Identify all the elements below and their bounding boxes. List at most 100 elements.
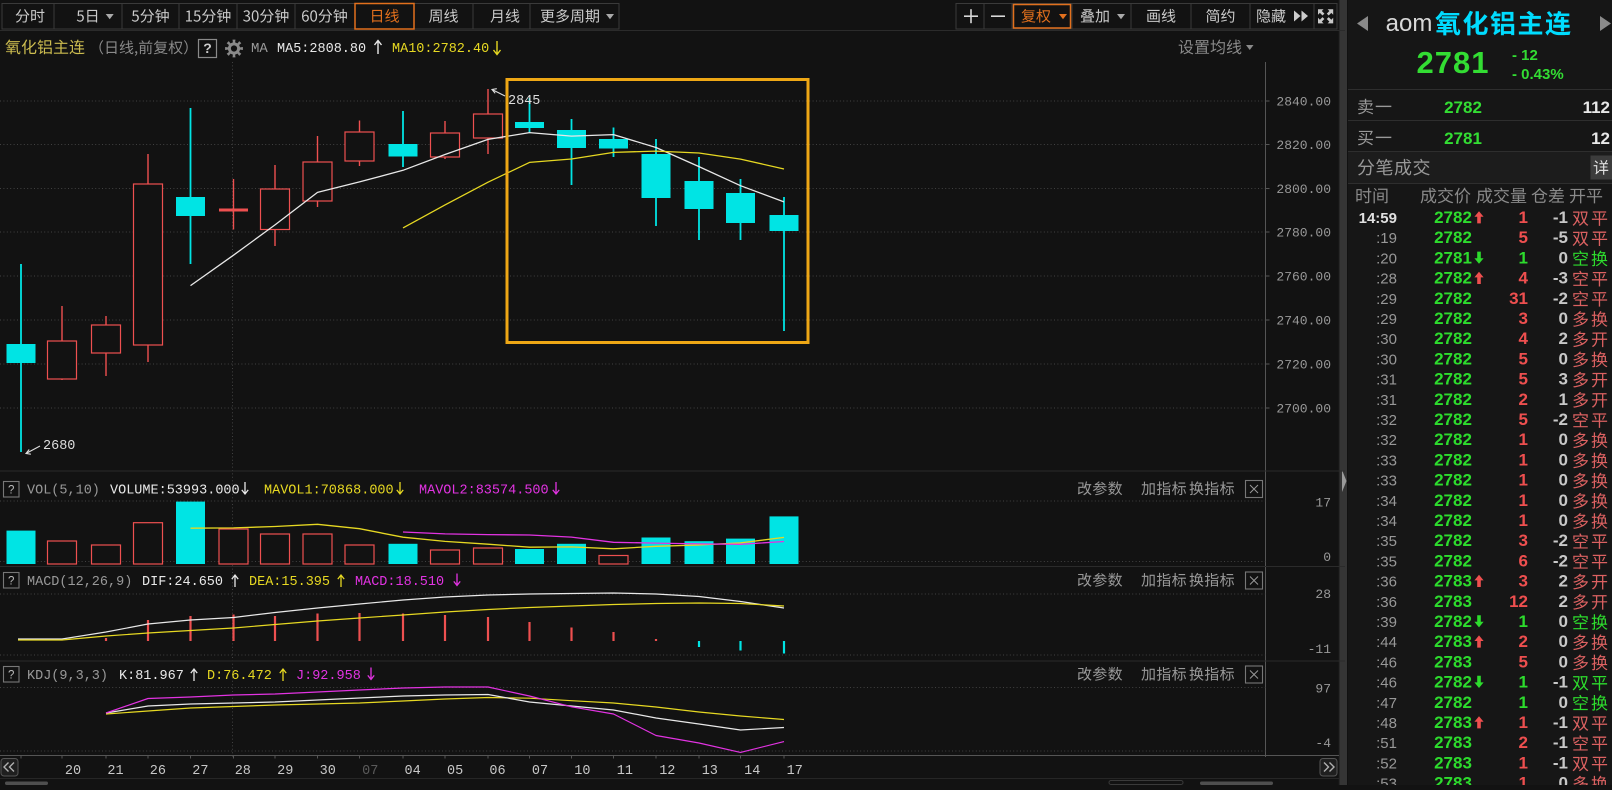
svg-text:10: 10 xyxy=(574,764,590,779)
svg-text:0: 0 xyxy=(1559,309,1568,328)
svg-text:04: 04 xyxy=(404,764,420,779)
svg-text:20: 20 xyxy=(65,764,81,779)
svg-text::33: :33 xyxy=(1376,473,1397,490)
svg-text:4: 4 xyxy=(1519,329,1529,348)
svg-text:17: 17 xyxy=(787,764,803,779)
svg-text:5: 5 xyxy=(1519,652,1528,671)
svg-text:5: 5 xyxy=(1519,228,1528,247)
svg-text:2780.00: 2780.00 xyxy=(1276,226,1331,241)
svg-text:D:76.472: D:76.472 xyxy=(207,669,272,684)
svg-text:2680: 2680 xyxy=(43,439,75,454)
svg-text:2781: 2781 xyxy=(1417,45,1490,80)
svg-text:?: ? xyxy=(8,670,14,682)
svg-text:2783: 2783 xyxy=(1434,592,1472,611)
svg-text:14:59: 14:59 xyxy=(1359,210,1397,227)
svg-text:2800.00: 2800.00 xyxy=(1276,182,1331,197)
svg-text:2740.00: 2740.00 xyxy=(1276,314,1331,329)
svg-text::52: :52 xyxy=(1376,755,1397,772)
svg-text:-4: -4 xyxy=(1315,736,1331,751)
svg-text:2782: 2782 xyxy=(1434,410,1472,429)
svg-text::31: :31 xyxy=(1376,372,1397,389)
svg-text:2782: 2782 xyxy=(1434,390,1472,409)
svg-text:1: 1 xyxy=(1519,208,1528,227)
svg-text:0: 0 xyxy=(1559,349,1568,368)
svg-text:2782: 2782 xyxy=(1434,269,1472,288)
svg-text:?: ? xyxy=(8,576,14,588)
svg-text:14: 14 xyxy=(744,764,760,779)
svg-text:2: 2 xyxy=(1519,733,1528,752)
svg-text:2700.00: 2700.00 xyxy=(1276,402,1331,417)
svg-text:MAVOL2:83574.500: MAVOL2:83574.500 xyxy=(419,484,549,499)
svg-text:13: 13 xyxy=(702,764,718,779)
svg-text:2782: 2782 xyxy=(1434,491,1472,510)
svg-text::29: :29 xyxy=(1376,291,1397,308)
svg-text:26: 26 xyxy=(150,764,166,779)
svg-text:- 12: - 12 xyxy=(1512,47,1538,64)
svg-text:12: 12 xyxy=(1591,129,1610,148)
svg-text:2782: 2782 xyxy=(1434,430,1472,449)
svg-text::32: :32 xyxy=(1376,432,1397,449)
svg-text:4: 4 xyxy=(1519,269,1529,288)
svg-text:-2: -2 xyxy=(1553,410,1568,429)
svg-text:?: ? xyxy=(203,40,212,56)
svg-text:1: 1 xyxy=(1519,471,1528,490)
svg-text:K:81.967: K:81.967 xyxy=(119,669,184,684)
svg-text:KDJ(9,3,3): KDJ(9,3,3) xyxy=(27,669,108,684)
svg-text::34: :34 xyxy=(1376,493,1397,510)
svg-text:6: 6 xyxy=(1519,551,1528,570)
svg-text::30: :30 xyxy=(1376,331,1397,348)
svg-text::39: :39 xyxy=(1376,614,1397,631)
svg-text:-1: -1 xyxy=(1553,208,1568,227)
svg-text:31: 31 xyxy=(1509,289,1528,308)
svg-text:-1: -1 xyxy=(1553,673,1568,692)
svg-text:28: 28 xyxy=(1315,587,1331,602)
svg-text:0: 0 xyxy=(1559,612,1568,631)
svg-text:-3: -3 xyxy=(1553,269,1568,288)
svg-text:2783: 2783 xyxy=(1434,774,1472,785)
svg-text::20: :20 xyxy=(1376,250,1397,267)
svg-text:2: 2 xyxy=(1559,572,1568,591)
svg-text::44: :44 xyxy=(1376,634,1397,651)
svg-text:0: 0 xyxy=(1559,774,1568,785)
svg-text:MA10:2782.40: MA10:2782.40 xyxy=(392,42,489,57)
svg-text:2782: 2782 xyxy=(1434,349,1472,368)
svg-text:2782: 2782 xyxy=(1434,693,1472,712)
svg-text:2782: 2782 xyxy=(1434,551,1472,570)
svg-text:2: 2 xyxy=(1519,632,1528,651)
svg-text:2783: 2783 xyxy=(1434,733,1472,752)
svg-text:MAVOL1:70868.000: MAVOL1:70868.000 xyxy=(264,484,394,499)
svg-text:2782: 2782 xyxy=(1434,370,1472,389)
svg-text:0: 0 xyxy=(1559,632,1568,651)
svg-text::36: :36 xyxy=(1376,594,1397,611)
svg-text:3: 3 xyxy=(1519,531,1528,550)
svg-text::28: :28 xyxy=(1376,271,1397,288)
svg-text::35: :35 xyxy=(1376,533,1397,550)
svg-text::53: :53 xyxy=(1376,776,1397,785)
svg-text:1: 1 xyxy=(1519,248,1528,267)
svg-text:2: 2 xyxy=(1559,329,1568,348)
svg-text:5: 5 xyxy=(1519,410,1528,429)
svg-text:-1: -1 xyxy=(1553,733,1568,752)
svg-text:MACD(12,26,9): MACD(12,26,9) xyxy=(27,575,132,590)
svg-text:VOL(5,10): VOL(5,10) xyxy=(27,484,100,499)
svg-text:DEA:15.395: DEA:15.395 xyxy=(249,575,330,590)
svg-text:0: 0 xyxy=(1559,652,1568,671)
svg-text::35: :35 xyxy=(1376,553,1397,570)
svg-text:2782: 2782 xyxy=(1434,450,1472,469)
svg-text:-11: -11 xyxy=(1308,642,1332,657)
svg-text::29: :29 xyxy=(1376,311,1397,328)
svg-text:2782: 2782 xyxy=(1434,329,1472,348)
svg-text:2783: 2783 xyxy=(1434,753,1472,772)
svg-text:-2: -2 xyxy=(1553,551,1568,570)
svg-text:2720.00: 2720.00 xyxy=(1276,358,1331,373)
svg-text:3: 3 xyxy=(1559,370,1568,389)
svg-text:1: 1 xyxy=(1519,511,1528,530)
svg-text:07: 07 xyxy=(532,764,548,779)
svg-text:2: 2 xyxy=(1519,390,1528,409)
svg-text:-5: -5 xyxy=(1553,228,1568,247)
svg-text:1: 1 xyxy=(1519,673,1528,692)
svg-text:2782: 2782 xyxy=(1434,208,1472,227)
svg-text:2760.00: 2760.00 xyxy=(1276,270,1331,285)
svg-text:-2: -2 xyxy=(1553,289,1568,308)
svg-text::33: :33 xyxy=(1376,452,1397,469)
